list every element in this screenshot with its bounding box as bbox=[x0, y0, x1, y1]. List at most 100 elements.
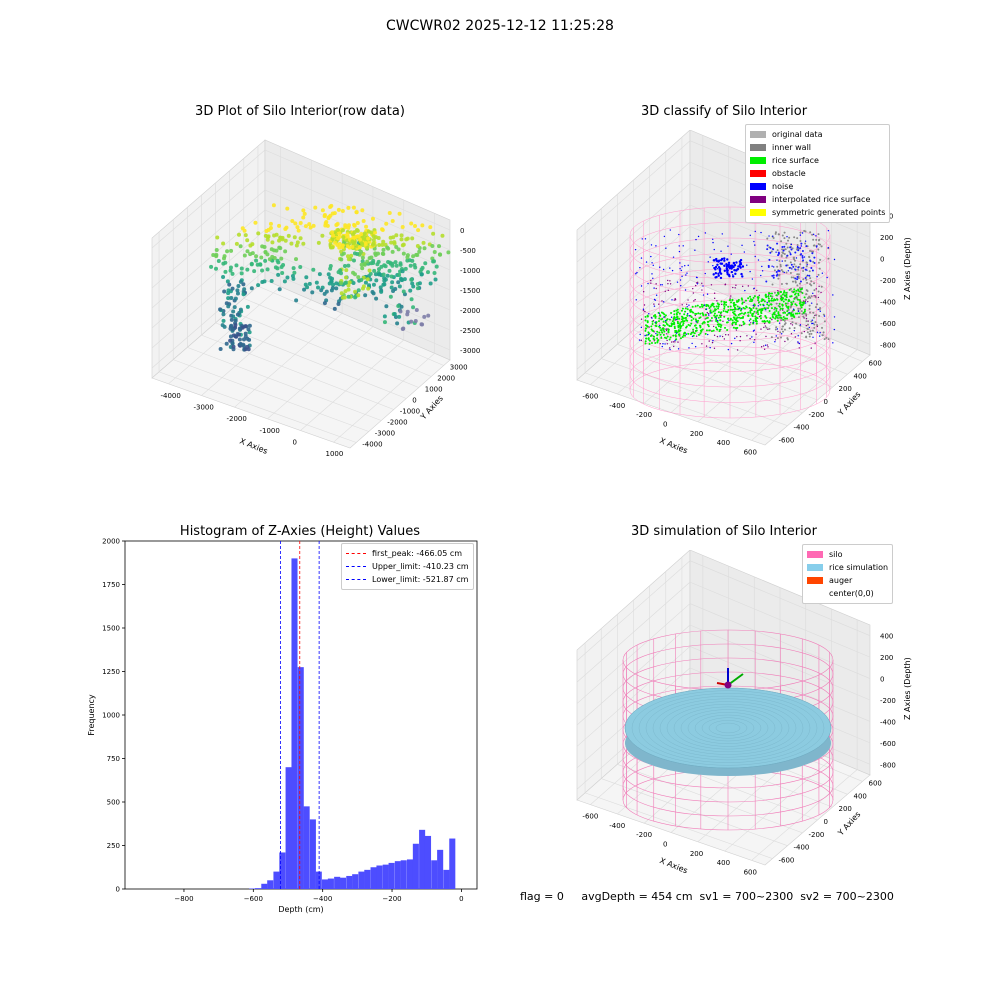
data-point bbox=[376, 235, 381, 240]
rice-surface-point bbox=[710, 330, 713, 333]
x-tick-label: -200 bbox=[636, 831, 652, 839]
data-point bbox=[280, 270, 285, 275]
interpolated-point bbox=[807, 300, 809, 303]
data-point bbox=[276, 272, 281, 277]
noise-wall-point bbox=[771, 274, 774, 277]
grid-line bbox=[264, 269, 451, 351]
rice-surface-point bbox=[706, 323, 709, 326]
noise-wall-point bbox=[813, 256, 816, 259]
interpolated-point bbox=[730, 295, 732, 297]
data-point bbox=[398, 262, 403, 267]
interpolated-point bbox=[655, 283, 657, 285]
rice-surface-point bbox=[733, 301, 736, 304]
interpolated-point bbox=[673, 299, 676, 301]
data-point bbox=[274, 232, 279, 237]
interpolated-point bbox=[681, 304, 683, 306]
inner-wall-point bbox=[820, 245, 823, 248]
histogram-bar bbox=[321, 879, 329, 889]
rice-mesh-line bbox=[701, 717, 755, 739]
rice-surface-point bbox=[715, 326, 718, 329]
data-point bbox=[383, 264, 388, 269]
histogram-legend: first_peak: -466.05 cm Upper_limit: -410.… bbox=[341, 543, 474, 590]
noise-point bbox=[651, 262, 653, 264]
data-point bbox=[385, 273, 390, 278]
inner-wall-point bbox=[813, 289, 816, 292]
rice-surface-point bbox=[795, 295, 798, 298]
interpolated-point bbox=[670, 341, 673, 343]
rice-surface-point bbox=[692, 331, 695, 334]
grid-line bbox=[168, 286, 281, 385]
rice-surface-point bbox=[749, 298, 752, 301]
rice-surface-point bbox=[646, 320, 649, 323]
rice-surface-point bbox=[651, 320, 654, 323]
inner-wall-point bbox=[776, 249, 779, 252]
data-point bbox=[316, 285, 321, 290]
data-point bbox=[396, 280, 401, 285]
rice-surface-point bbox=[775, 314, 778, 317]
rice-surface-point bbox=[694, 312, 697, 315]
noise-point bbox=[823, 315, 826, 317]
interpolated-point bbox=[803, 317, 805, 319]
noise-point bbox=[806, 274, 809, 277]
y-tick-label: 1250 bbox=[102, 668, 120, 676]
data-point bbox=[356, 288, 361, 293]
noise-point bbox=[688, 304, 690, 306]
y-tick-label: 2000 bbox=[102, 538, 120, 546]
rice-surface-point bbox=[733, 304, 736, 307]
z-tick-label: -600 bbox=[880, 320, 896, 328]
grid-line bbox=[257, 285, 444, 366]
noise-cluster-point bbox=[727, 273, 731, 277]
inner-wall-point bbox=[817, 290, 820, 293]
noise-point bbox=[744, 289, 746, 292]
data-point bbox=[239, 271, 244, 276]
inner-wall-point bbox=[770, 250, 773, 253]
grid-line bbox=[264, 149, 451, 231]
legend-label: obstacle bbox=[772, 169, 806, 178]
grid-line bbox=[576, 603, 691, 704]
inner-wall-point bbox=[772, 236, 775, 239]
x-tick-label: -4000 bbox=[161, 392, 181, 400]
histogram-bar bbox=[400, 860, 407, 889]
histogram-title: Histogram of Z-Axies (Height) Values bbox=[179, 524, 421, 539]
inner-wall-point bbox=[793, 326, 796, 329]
data-point bbox=[273, 265, 278, 270]
interpolated-point bbox=[820, 291, 822, 294]
histogram-bar bbox=[412, 843, 419, 889]
data-point bbox=[419, 272, 424, 277]
y-axis-label: Frequency bbox=[87, 694, 96, 736]
data-point bbox=[298, 220, 303, 225]
rice-surface-point bbox=[794, 312, 797, 315]
data-point bbox=[431, 259, 436, 264]
interpolated-point bbox=[740, 324, 743, 327]
rice-surface-point bbox=[704, 313, 707, 316]
rice-surface-point bbox=[795, 289, 798, 292]
inner-wall-point bbox=[778, 259, 781, 262]
inner-wall-point bbox=[796, 243, 799, 246]
rice-surface-point bbox=[759, 317, 762, 320]
inner-wall-point bbox=[815, 314, 818, 317]
noise-cluster-point bbox=[715, 257, 718, 261]
grid-line bbox=[333, 353, 435, 443]
data-point bbox=[319, 288, 324, 293]
noise-point bbox=[635, 299, 637, 301]
data-point bbox=[364, 224, 369, 229]
data-point bbox=[361, 219, 366, 224]
data-point bbox=[238, 279, 243, 284]
noise-point bbox=[728, 319, 730, 322]
data-point bbox=[405, 253, 410, 258]
rice-surface-point bbox=[644, 315, 647, 318]
rice-surface-point bbox=[803, 308, 806, 311]
inner-wall-point bbox=[827, 257, 830, 260]
rice-surface-point bbox=[675, 329, 678, 332]
data-point bbox=[423, 261, 428, 266]
inner-wall-point bbox=[786, 302, 789, 305]
noise-point bbox=[799, 234, 802, 236]
grid-line bbox=[234, 313, 343, 408]
rice-surface-point bbox=[701, 305, 704, 308]
inner-wall-point bbox=[785, 282, 788, 285]
rice-surface-point bbox=[736, 305, 739, 308]
data-point bbox=[241, 342, 246, 347]
noise-point bbox=[808, 326, 810, 329]
noise-cluster-point bbox=[735, 269, 738, 272]
histogram-bar bbox=[394, 861, 401, 889]
